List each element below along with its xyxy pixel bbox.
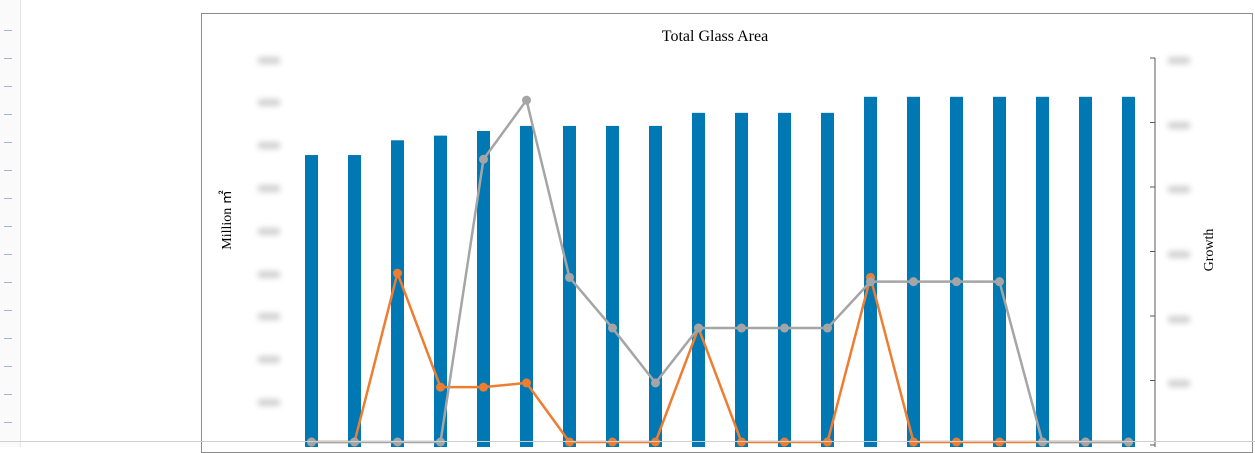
bar: [907, 96, 920, 447]
line-point: [608, 437, 617, 447]
row-marker: [4, 114, 12, 115]
y-axis-title: Million ㎡: [220, 190, 235, 250]
row-marker: [4, 30, 12, 31]
row-marker: [4, 310, 12, 311]
line-point: [1038, 437, 1047, 447]
row-marker: [4, 282, 12, 283]
right-axis-ticks: [1150, 57, 1155, 446]
line-point: [436, 382, 445, 392]
chart-title: Total Glass Area: [661, 28, 769, 45]
sheet-bottom-edge: [0, 441, 1255, 442]
bar: [1122, 96, 1135, 447]
bar: [1079, 96, 1092, 447]
bar: [434, 135, 447, 447]
line-point: [952, 277, 961, 287]
row-header-gutter: [0, 0, 21, 447]
line-point: [866, 277, 875, 287]
bar: [993, 96, 1006, 447]
line-point: [737, 323, 746, 333]
bar: [778, 112, 791, 447]
line-point: [737, 437, 746, 447]
line-point: [823, 437, 832, 447]
line-point: [651, 437, 660, 447]
bar: [1036, 96, 1049, 447]
row-marker: [4, 338, 12, 339]
secondary-y-axis-title: Growth: [1202, 228, 1217, 272]
line-point: [393, 268, 402, 278]
row-marker: [4, 366, 12, 367]
bar: [305, 155, 318, 447]
chart-area[interactable]: [201, 13, 1253, 453]
row-marker: [4, 198, 12, 199]
line-series-path: [311, 98, 1129, 444]
line-point: [694, 323, 703, 333]
bar: [563, 125, 576, 447]
row-marker: [4, 170, 12, 171]
line-point: [909, 437, 918, 447]
row-marker: [4, 86, 12, 87]
line-point: [522, 95, 531, 105]
line-point: [823, 323, 832, 333]
bar: [477, 130, 490, 447]
line-point: [608, 323, 617, 333]
left-axis-tick-labels-blurred: [250, 40, 290, 440]
line-point: [350, 437, 359, 447]
line-point: [1081, 437, 1090, 447]
bar: [692, 112, 705, 447]
line-point: [479, 154, 488, 164]
bar: [649, 125, 662, 447]
line-point: [565, 272, 574, 282]
line-point: [565, 437, 574, 447]
line-point: [909, 277, 918, 287]
line-point: [307, 437, 316, 447]
line-point: [393, 437, 402, 447]
bar: [606, 125, 619, 447]
row-marker: [4, 226, 12, 227]
line-point: [651, 378, 660, 388]
line-point: [436, 437, 445, 447]
bar: [391, 140, 404, 447]
bar-series: [305, 96, 1135, 447]
row-marker: [4, 254, 12, 255]
line-point: [479, 382, 488, 392]
row-marker: [4, 142, 12, 143]
row-marker: [4, 422, 12, 423]
line-point: [952, 437, 961, 447]
bar: [821, 112, 834, 447]
bar: [864, 96, 877, 447]
row-marker: [4, 394, 12, 395]
bar: [520, 125, 533, 447]
line-series: [307, 95, 1133, 447]
right-axis-tick-labels-blurred: [1160, 40, 1200, 440]
row-marker: [4, 58, 12, 59]
line-point: [995, 437, 1004, 447]
line-point: [780, 437, 789, 447]
line-point: [995, 277, 1004, 287]
bar: [348, 155, 361, 447]
bar: [950, 96, 963, 447]
line-point: [522, 378, 531, 388]
line-point: [1124, 437, 1133, 447]
line-point: [780, 323, 789, 333]
bar: [735, 112, 748, 447]
